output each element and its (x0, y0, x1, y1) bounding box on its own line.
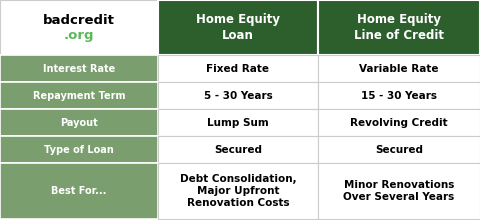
Text: Fixed Rate: Fixed Rate (206, 64, 269, 73)
Text: 15 - 30 Years: 15 - 30 Years (361, 90, 437, 101)
Text: Secured: Secured (214, 145, 262, 154)
Text: Best For...: Best For... (51, 186, 107, 196)
Text: Lump Sum: Lump Sum (207, 117, 269, 128)
Bar (158, 55, 318, 82)
Bar (0, 136, 158, 163)
Text: .org: .org (64, 29, 94, 42)
Bar (0, 82, 158, 109)
Bar (158, 0, 318, 55)
Bar (158, 109, 318, 136)
Bar (0, 55, 158, 82)
Bar (318, 163, 480, 219)
Text: Minor Renovations
Over Several Years: Minor Renovations Over Several Years (343, 180, 455, 202)
Bar (318, 136, 480, 163)
Text: Type of Loan: Type of Loan (44, 145, 114, 154)
Text: Repayment Term: Repayment Term (33, 90, 125, 101)
Text: Revolving Credit: Revolving Credit (350, 117, 448, 128)
Text: 5 - 30 Years: 5 - 30 Years (204, 90, 272, 101)
Bar (158, 82, 318, 109)
Bar (0, 163, 158, 219)
Bar (318, 82, 480, 109)
Bar (318, 55, 480, 82)
Text: Home Equity
Line of Credit: Home Equity Line of Credit (354, 13, 444, 42)
Bar (318, 109, 480, 136)
Text: badcredit: badcredit (43, 14, 115, 27)
Text: Home Equity
Loan: Home Equity Loan (196, 13, 280, 42)
Bar (0, 109, 158, 136)
Bar (0, 0, 158, 55)
Bar (318, 0, 480, 55)
Text: Debt Consolidation,
Major Upfront
Renovation Costs: Debt Consolidation, Major Upfront Renova… (180, 174, 296, 208)
Bar (158, 136, 318, 163)
Bar (158, 163, 318, 219)
Text: Interest Rate: Interest Rate (43, 64, 115, 73)
Text: Payout: Payout (60, 117, 98, 128)
Text: Variable Rate: Variable Rate (359, 64, 439, 73)
Text: Secured: Secured (375, 145, 423, 154)
